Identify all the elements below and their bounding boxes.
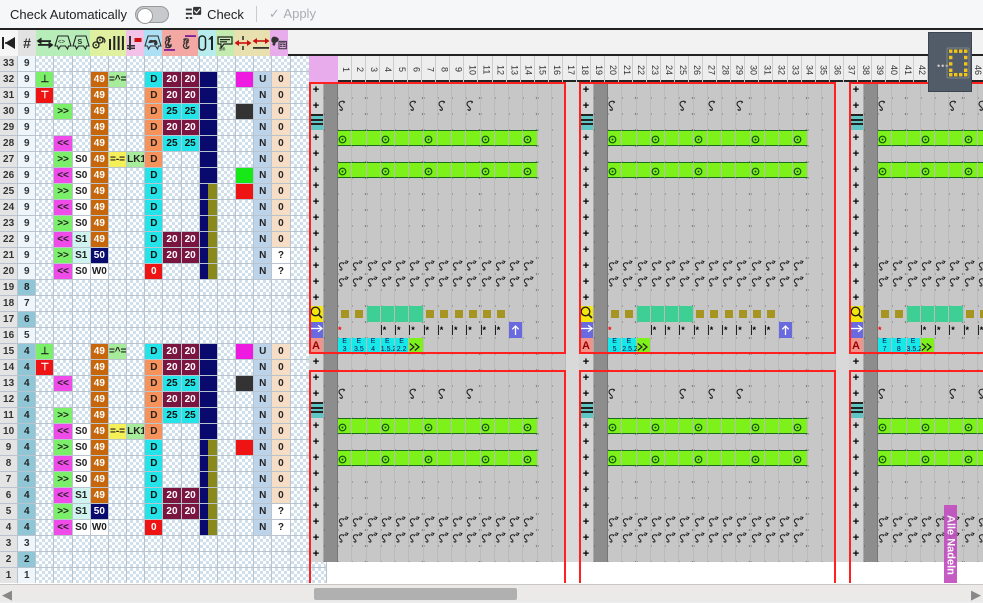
svg-text:<>: <> <box>58 40 66 46</box>
svg-text:sin: sin <box>219 47 226 52</box>
svg-text:S: S <box>78 39 83 46</box>
